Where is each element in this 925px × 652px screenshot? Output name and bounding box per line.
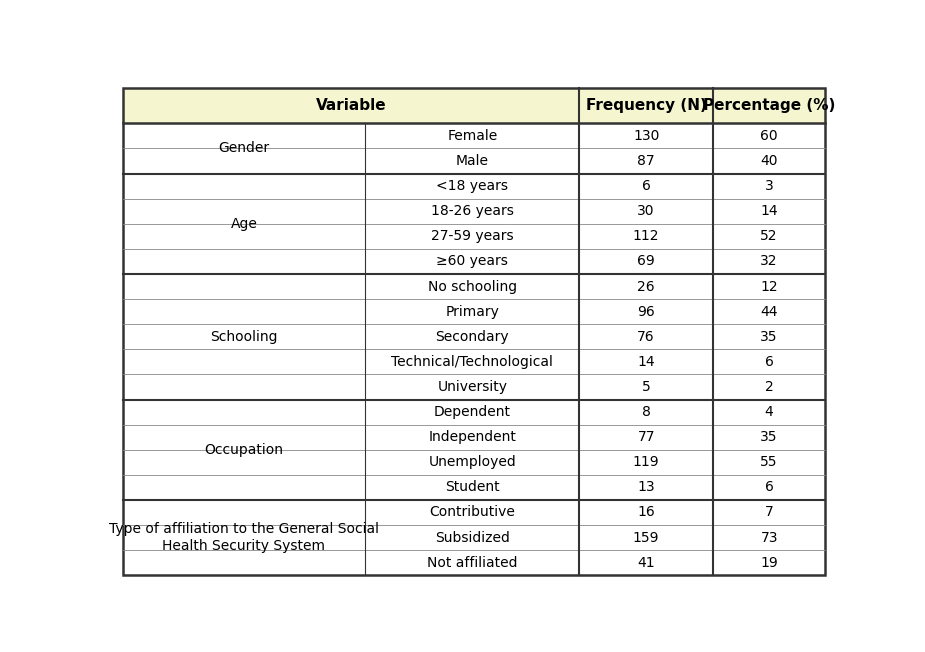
Text: 87: 87 [637, 154, 655, 168]
Bar [123, 374, 825, 400]
Text: Schooling: Schooling [210, 330, 278, 344]
Text: Independent: Independent [428, 430, 516, 444]
Bar [123, 500, 365, 575]
Bar [123, 400, 365, 500]
Text: Primary: Primary [445, 304, 500, 319]
Text: 40: 40 [760, 154, 778, 168]
Bar [123, 525, 825, 550]
Text: 19: 19 [760, 556, 778, 570]
Bar [123, 274, 365, 400]
Text: 7: 7 [765, 505, 773, 520]
Text: 35: 35 [760, 330, 778, 344]
Text: 60: 60 [760, 129, 778, 143]
Text: Age: Age [230, 216, 257, 231]
Bar [123, 324, 825, 349]
Text: 14: 14 [637, 355, 655, 369]
Text: No schooling: No schooling [427, 280, 517, 293]
Text: 6: 6 [765, 481, 773, 494]
Text: 44: 44 [760, 304, 778, 319]
Text: 30: 30 [637, 204, 655, 218]
Text: 4: 4 [765, 405, 773, 419]
Text: 8: 8 [642, 405, 650, 419]
Bar [123, 400, 825, 424]
Text: Frequency (N): Frequency (N) [586, 98, 707, 113]
Text: 32: 32 [760, 254, 778, 269]
Text: Unemployed: Unemployed [428, 455, 516, 469]
Text: Percentage (%): Percentage (%) [703, 98, 835, 113]
Text: Student: Student [445, 481, 500, 494]
Bar [123, 349, 825, 374]
Text: 16: 16 [637, 505, 655, 520]
Text: 13: 13 [637, 481, 655, 494]
Text: 73: 73 [760, 531, 778, 544]
Text: Type of affiliation to the General Social
Health Security System: Type of affiliation to the General Socia… [109, 522, 379, 553]
Text: Secondary: Secondary [436, 330, 509, 344]
Text: Gender: Gender [218, 141, 269, 155]
Bar [123, 274, 825, 299]
Text: Not affiliated: Not affiliated [427, 556, 518, 570]
Text: University: University [438, 380, 507, 394]
Text: 3: 3 [765, 179, 773, 193]
Text: Technical/Technological: Technical/Technological [391, 355, 553, 369]
Bar [123, 88, 825, 123]
Text: 18-26 years: 18-26 years [431, 204, 513, 218]
Text: 35: 35 [760, 430, 778, 444]
Text: 96: 96 [637, 304, 655, 319]
Bar [123, 550, 825, 575]
Bar [123, 450, 825, 475]
Text: Variable: Variable [315, 98, 387, 113]
Text: 52: 52 [760, 230, 778, 243]
Bar [123, 424, 825, 450]
Text: 77: 77 [637, 430, 655, 444]
Text: 2: 2 [765, 380, 773, 394]
Text: 41: 41 [637, 556, 655, 570]
Text: 69: 69 [637, 254, 655, 269]
Text: 5: 5 [642, 380, 650, 394]
Text: Occupation: Occupation [204, 443, 283, 457]
Text: 27-59 years: 27-59 years [431, 230, 513, 243]
Text: Dependent: Dependent [434, 405, 511, 419]
Bar [123, 149, 825, 173]
Bar [123, 123, 825, 149]
Text: 130: 130 [633, 129, 660, 143]
Text: 12: 12 [760, 280, 778, 293]
Text: 6: 6 [642, 179, 650, 193]
Text: 14: 14 [760, 204, 778, 218]
Text: Subsidized: Subsidized [435, 531, 510, 544]
Bar [123, 173, 365, 274]
Text: <18 years: <18 years [437, 179, 509, 193]
Bar [123, 173, 825, 199]
Text: 76: 76 [637, 330, 655, 344]
Text: 26: 26 [637, 280, 655, 293]
Text: ≥60 years: ≥60 years [437, 254, 508, 269]
Text: 6: 6 [765, 355, 773, 369]
Text: 112: 112 [633, 230, 660, 243]
Text: 55: 55 [760, 455, 778, 469]
Bar [123, 224, 825, 249]
Text: Contributive: Contributive [429, 505, 515, 520]
Bar [123, 500, 825, 525]
Bar [123, 299, 825, 324]
Bar [123, 249, 825, 274]
Bar [123, 475, 825, 500]
Text: Male: Male [456, 154, 488, 168]
Bar [123, 199, 825, 224]
Text: 159: 159 [633, 531, 660, 544]
Text: 119: 119 [633, 455, 660, 469]
Bar [123, 123, 365, 173]
Text: Female: Female [447, 129, 498, 143]
